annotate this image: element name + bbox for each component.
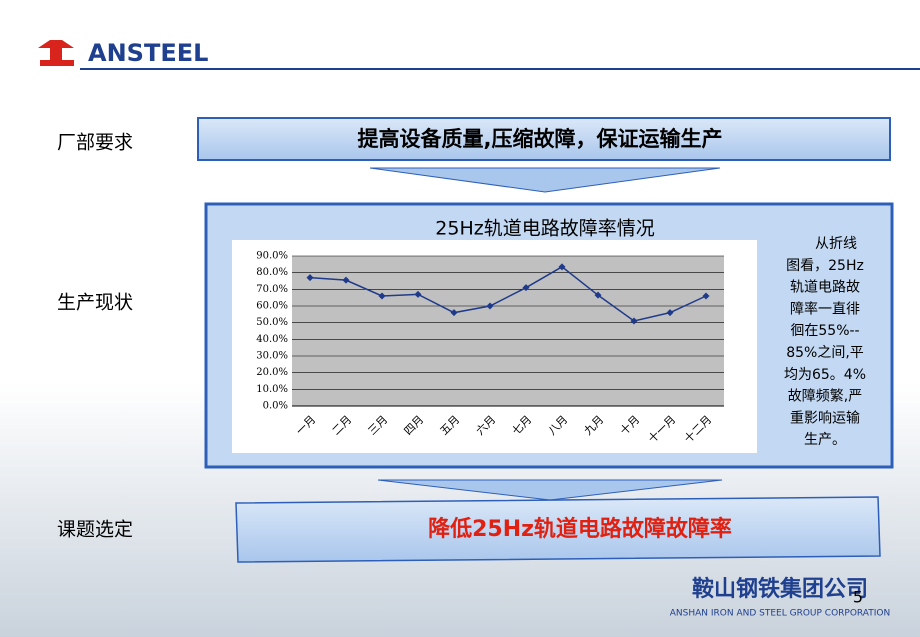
logo-icon xyxy=(38,40,74,66)
y-tick-label: 60.0% xyxy=(256,301,288,312)
chart-title: 25Hz轨道电路故障率情况 xyxy=(435,218,654,240)
data-point xyxy=(450,309,458,317)
topic-scroll xyxy=(235,496,881,563)
data-point xyxy=(342,276,350,284)
requirement-box xyxy=(197,117,891,161)
data-point xyxy=(486,302,494,310)
data-point xyxy=(702,292,710,300)
note-line: 从折线 xyxy=(815,236,857,252)
y-tick-label: 70.0% xyxy=(256,284,288,295)
data-point xyxy=(594,291,602,299)
note-line: 均为65。4% xyxy=(784,367,866,383)
note-line: 85%之间,平 xyxy=(786,345,864,361)
arrow xyxy=(369,167,721,193)
company-name-en: ANSHAN IRON AND STEEL GROUP CORPORATION xyxy=(670,609,890,619)
company-name: 鞍山钢铁集团公司 xyxy=(692,576,868,602)
plot-area xyxy=(292,256,724,406)
data-point xyxy=(666,309,674,317)
note-line: 障率一直徘 xyxy=(790,300,860,317)
logo-text: ANSTEEL xyxy=(88,39,208,67)
note-line: 轨道电路故 xyxy=(790,280,860,296)
data-point xyxy=(414,290,422,298)
requirement-text: 提高设备质量,压缩故障，保证运输生产 xyxy=(358,127,723,151)
y-tick-label: 0.0% xyxy=(263,401,288,412)
data-point xyxy=(558,263,566,271)
page-number: 5 xyxy=(853,588,863,607)
section-label: 厂部要求 xyxy=(57,132,133,154)
note-line: 重影响运输 xyxy=(790,410,860,426)
data-point xyxy=(522,284,530,292)
data-line xyxy=(309,265,707,322)
y-tick-label: 30.0% xyxy=(256,351,288,362)
y-tick-label: 80.0% xyxy=(256,267,288,278)
section-label: 生产现状 xyxy=(57,292,133,314)
data-point xyxy=(378,292,386,300)
note-line: 徊在55%-- xyxy=(790,323,859,339)
data-point xyxy=(306,274,314,282)
note-line: 生产。 xyxy=(804,432,846,448)
y-tick-label: 10.0% xyxy=(256,384,288,395)
arrow xyxy=(377,479,723,501)
y-tick-label: 20.0% xyxy=(256,367,288,378)
y-tick-label: 50.0% xyxy=(256,317,288,328)
y-tick-label: 90.0% xyxy=(256,251,288,262)
note-line: 图看，25Hz xyxy=(786,258,864,274)
y-tick-label: 40.0% xyxy=(256,334,288,345)
section-label: 课题选定 xyxy=(57,519,133,541)
data-point xyxy=(630,317,638,325)
note-line: 故障频繁,严 xyxy=(788,389,862,405)
topic-text: 降低25Hz轨道电路故障故障率 xyxy=(428,516,732,542)
